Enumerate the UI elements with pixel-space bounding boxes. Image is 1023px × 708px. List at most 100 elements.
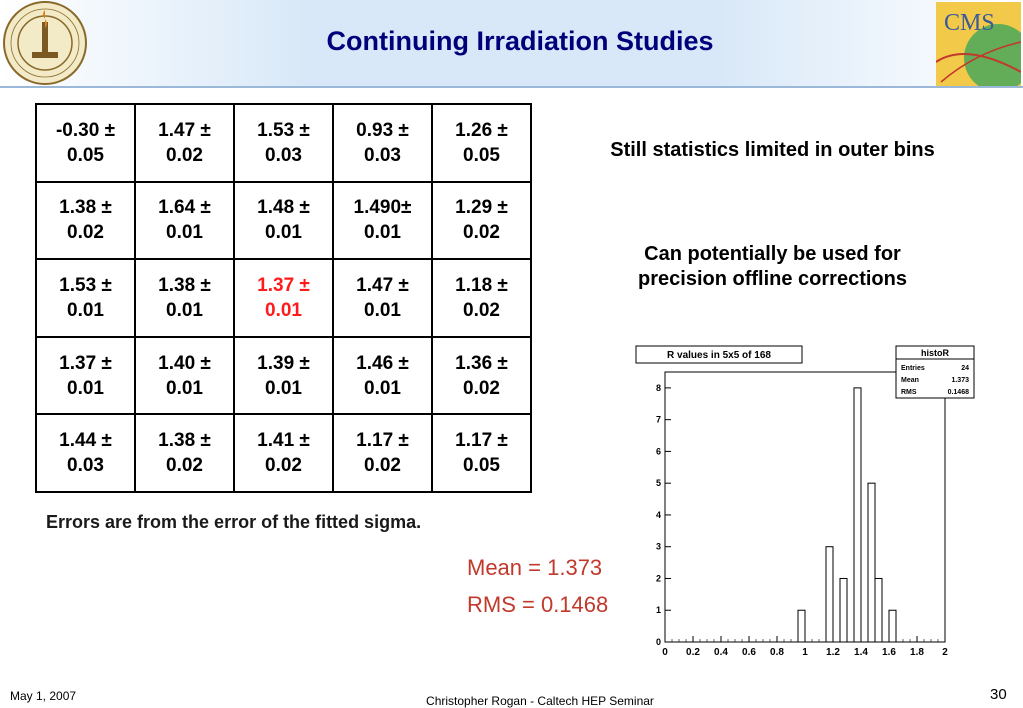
stats-mean-label: Mean: [901, 377, 919, 384]
bullet-offline-corrections: Can potentially be used for precision of…: [638, 243, 907, 290]
cell-value: 1.38 ±: [158, 430, 211, 452]
page-number: 30: [990, 686, 1007, 703]
mean-text: Mean = 1.373: [467, 555, 603, 580]
x-tick-label: 1.8: [910, 647, 924, 658]
cell-error: 0.02: [166, 144, 203, 166]
grid-cell: 1.47 ± 0.01: [332, 258, 433, 338]
y-tick-label: 7: [656, 415, 661, 425]
cell-error: 0.01: [166, 299, 203, 321]
cell-error: 0.02: [463, 222, 500, 244]
x-tick-label: 0.8: [770, 647, 784, 658]
cell-value: 1.26 ±: [455, 119, 508, 141]
stats-rms-label: RMS: [901, 389, 917, 396]
cell-value: 1.46 ±: [356, 352, 409, 374]
y-tick-label: 2: [656, 573, 661, 583]
cell-value: 1.47 ±: [158, 119, 211, 141]
cell-error: 0.01: [364, 299, 401, 321]
bullet-statistics-limited: Still statistics limited in outer bins: [610, 139, 935, 161]
grid-cell: 1.490± 0.01: [332, 180, 433, 261]
grid-cell: 1.37 ± 0.01: [35, 335, 136, 416]
grid-note: Errors are from the error of the fitted …: [46, 512, 422, 532]
grid-row: 1.53 ± 0.01 1.38 ± 0.01 1.37 ± 0.01 1.47 ± 0.01…: [35, 258, 532, 338]
histogram-bar: [888, 609, 897, 643]
cell-value: 1.53 ±: [59, 274, 112, 296]
cell-error: 0.01: [364, 222, 401, 244]
cell-value: 1.39 ±: [257, 352, 310, 374]
cell-error: 0.02: [463, 377, 500, 399]
caltech-seal-logo: [3, 1, 87, 85]
grid-row: 1.37 ± 0.01 1.40 ± 0.01 1.39 ± 0.01 1.46 ± 0.01…: [35, 335, 532, 416]
cell-error: 0.01: [67, 299, 104, 321]
cell-value: 1.17 ±: [455, 430, 508, 452]
cell-value: 1.40 ±: [158, 352, 211, 374]
r-values-histogram: R values in 5x5 of 168 histoR Entries 24…: [635, 345, 975, 658]
grid-cell: 1.37 ± 0.01: [233, 258, 334, 338]
cell-value: 1.53 ±: [257, 119, 310, 141]
cell-error: 0.01: [166, 377, 203, 399]
cell-error: 0.03: [364, 144, 401, 166]
histogram-bar: [839, 577, 848, 643]
y-tick-label: 0: [656, 637, 661, 647]
cell-value: 1.37 ±: [257, 274, 310, 296]
x-tick-label: 1.6: [882, 647, 896, 658]
cell-error: 0.05: [67, 144, 104, 166]
cell-value: 1.47 ±: [356, 274, 409, 296]
grid-cell: 1.17 ± 0.02: [332, 413, 433, 493]
grid-cell: 1.38 ± 0.02: [35, 180, 136, 261]
grid-cell: 1.17 ± 0.05: [431, 413, 532, 493]
y-tick-label: 6: [656, 446, 661, 456]
cms-logo: CMS: [936, 2, 1021, 86]
cell-value: 1.37 ±: [59, 352, 112, 374]
cell-error: 0.02: [67, 222, 104, 244]
y-tick-label: 5: [656, 478, 661, 488]
grid-cell: 1.53 ± 0.01: [35, 258, 136, 338]
histogram-bar: [825, 546, 834, 643]
histogram-bar: [867, 482, 876, 643]
cell-value: -0.30 ±: [55, 119, 115, 141]
grid-cell: 1.44 ± 0.03: [35, 413, 136, 493]
cell-value: 1.490±: [353, 197, 412, 219]
stats-rms-value: 0.1468: [948, 389, 970, 396]
x-tick-label: 1.4: [854, 647, 868, 658]
y-tick-label: 4: [656, 510, 661, 520]
cell-value: 1.18 ±: [455, 274, 508, 296]
cell-value: 1.17 ±: [356, 430, 409, 452]
grid-cell: 1.46 ± 0.01: [332, 335, 433, 416]
rms-text: RMS = 0.1468: [467, 592, 609, 617]
cell-error: 0.01: [265, 222, 302, 244]
footer-presenter: Christopher Rogan - Caltech HEP Seminar: [426, 694, 654, 708]
grid-row: 1.38 ± 0.02 1.64 ± 0.01 1.48 ± 0.01 1.490± 0.01…: [35, 180, 532, 261]
grid-cell: 1.53 ± 0.03: [233, 103, 334, 183]
x-tick-label: 0: [662, 647, 668, 658]
x-tick-label: 0.2: [686, 647, 700, 658]
calibration-grid: -0.30 ± 0.05 1.47 ± 0.02 1.53 ± 0.03 0.93 ± 0.0…: [35, 103, 532, 493]
grid-row: 1.44 ± 0.03 1.38 ± 0.02 1.41 ± 0.02 1.17 ± 0.02…: [35, 413, 532, 493]
grid-row: -0.30 ± 0.05 1.47 ± 0.02 1.53 ± 0.03 0.93 ± 0.0…: [35, 103, 532, 183]
header-divider: [0, 86, 1023, 88]
x-tick-label: 0.4: [714, 647, 728, 658]
grid-cell: 1.29 ± 0.02: [431, 180, 532, 261]
grid-cell: 0.93 ± 0.03: [332, 103, 433, 183]
grid-cell: 1.48 ± 0.01: [233, 180, 334, 261]
x-tick-label: 0.6: [742, 647, 756, 658]
cell-value: 1.44 ±: [59, 430, 112, 452]
grid-cell: -0.30 ± 0.05: [35, 103, 136, 183]
cell-error: 0.01: [265, 299, 302, 321]
cell-value: 1.29 ±: [455, 197, 508, 219]
cell-value: 1.41 ±: [257, 430, 310, 452]
x-tick-label: 1.2: [826, 647, 840, 658]
slide-title: Continuing Irradiation Studies: [326, 26, 714, 56]
cell-error: 0.02: [364, 455, 401, 477]
cell-value: 1.38 ±: [59, 197, 112, 219]
cell-value: 1.48 ±: [257, 197, 310, 219]
cell-value: 0.93 ±: [356, 119, 409, 141]
grid-cell: 1.47 ± 0.02: [134, 103, 235, 183]
stats-entries-value: 24: [961, 365, 969, 372]
histogram-title: R values in 5x5 of 168: [667, 350, 771, 361]
footer-date: May 1, 2007: [10, 689, 77, 703]
cell-value: 1.36 ±: [455, 352, 508, 374]
cell-value: 1.38 ±: [158, 274, 211, 296]
grid-cell: 1.38 ± 0.01: [134, 258, 235, 338]
grid-cell: 1.26 ± 0.05: [431, 103, 532, 183]
y-tick-label: 3: [656, 542, 661, 552]
